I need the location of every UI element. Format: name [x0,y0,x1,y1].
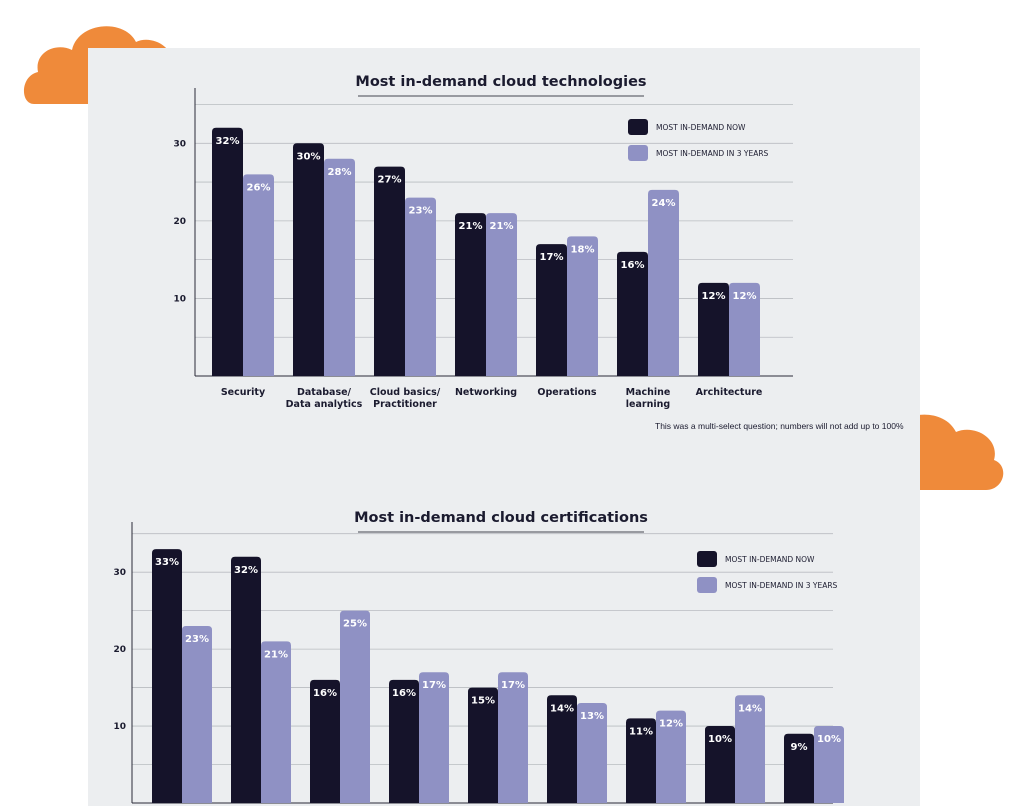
legend-label: MOST IN-DEMAND NOW [656,123,746,132]
bar-now [231,556,261,803]
bar-value-label: 17% [501,680,525,691]
y-tick-label: 10 [113,722,126,732]
cert-chart: Most in-demand cloud certifications 10 20 3… [113,510,844,804]
bar-value-label: 16% [313,688,337,699]
bar-3-years [340,610,370,803]
bar-value-label: 28% [328,167,352,178]
category-label: Practitioner [373,399,437,410]
bar-value-label: 14% [550,703,574,714]
bar-3-years [567,236,598,376]
bar-value-label: 10% [817,734,841,745]
category-label: Database/ [297,387,352,398]
bar-value-label: 27% [378,175,402,186]
bar-3-years [648,189,679,376]
bar-value-label: 10% [708,734,732,745]
bar-3-years [814,726,844,803]
bar-now [152,549,182,803]
bar-value-label: 16% [621,260,645,271]
bar-value-label: 26% [247,182,271,193]
bar-value-label: 16% [392,688,416,699]
chart-panel: Most in-demand cloud technologies 10 20 30 3… [88,48,920,806]
bar-value-label: 12% [733,291,757,302]
category-label: Networking [455,387,517,398]
legend-swatch [628,145,648,161]
bar-now [389,679,419,803]
bar-3-years [243,174,274,376]
bar-value-label: 17% [540,252,564,263]
category-label: Data analytics [286,399,363,410]
chart-title: Most in-demand cloud certifications [354,510,648,526]
bar-3-years [498,672,528,803]
category-label: Machine [626,387,671,398]
legend-label: MOST IN-DEMAND NOW [725,555,815,564]
category-label: learning [626,399,670,410]
legend-swatch [697,577,717,593]
bar-value-label: 17% [422,680,446,691]
bar-now [212,127,243,376]
bar-3-years [419,672,449,803]
category-label: Cloud basics/ [370,387,441,398]
bar-value-label: 18% [571,244,595,255]
bar-now [293,143,324,376]
category-label: Architecture [696,387,763,398]
bar-value-label: 13% [580,711,604,722]
bar-value-label: 9% [791,742,808,753]
bar-now [468,687,498,803]
category-label: Operations [537,387,597,398]
bar-value-label: 23% [185,634,209,645]
bar-3-years [735,695,765,803]
bar-value-label: 21% [490,221,514,232]
legend-label: MOST IN-DEMAND IN 3 YEARS [656,149,769,158]
bar-3-years [405,197,436,376]
bar-3-years [729,282,760,376]
bar-now [698,282,729,376]
bar-value-label: 15% [471,696,495,707]
bar-3-years [261,641,291,803]
bar-value-label: 14% [738,703,762,714]
y-tick-label: 10 [173,294,186,304]
bar-value-label: 32% [234,565,258,576]
bar-value-label: 21% [459,221,483,232]
y-tick-label: 30 [173,139,186,149]
bar-value-label: 11% [629,726,653,737]
bar-now [455,213,486,376]
bar-now [705,726,735,803]
bar-value-label: 12% [659,719,683,730]
bar-value-label: 21% [264,649,288,660]
tech-chart: Most in-demand cloud technologies 10 20 30 3… [173,74,793,410]
bar-3-years [182,626,212,803]
y-tick-label: 20 [173,217,186,227]
bar-now [536,244,567,376]
y-tick-label: 20 [113,645,126,655]
bar-3-years [486,213,517,376]
bar-3-years [324,158,355,376]
y-tick-label: 30 [113,568,126,578]
bar-3-years [577,702,607,803]
bar-value-label: 23% [409,206,433,217]
bar-now [310,679,340,803]
bar-now [626,718,656,803]
chart-title: Most in-demand cloud technologies [355,74,646,90]
legend-swatch [628,119,648,135]
bar-value-label: 33% [155,557,179,568]
bar-value-label: 30% [297,151,321,162]
bar-now [374,166,405,376]
bar-now [617,251,648,376]
bar-now [547,695,577,803]
legend-label: MOST IN-DEMAND IN 3 YEARS [725,581,838,590]
bar-value-label: 12% [702,291,726,302]
bar-now [784,733,814,803]
legend-swatch [697,551,717,567]
multi-select-note: This was a multi-select question; number… [655,421,904,431]
category-label: Security [221,387,266,398]
bar-value-label: 32% [216,136,240,147]
bar-3-years [656,710,686,803]
bar-value-label: 25% [343,619,367,630]
bar-value-label: 24% [652,198,676,209]
